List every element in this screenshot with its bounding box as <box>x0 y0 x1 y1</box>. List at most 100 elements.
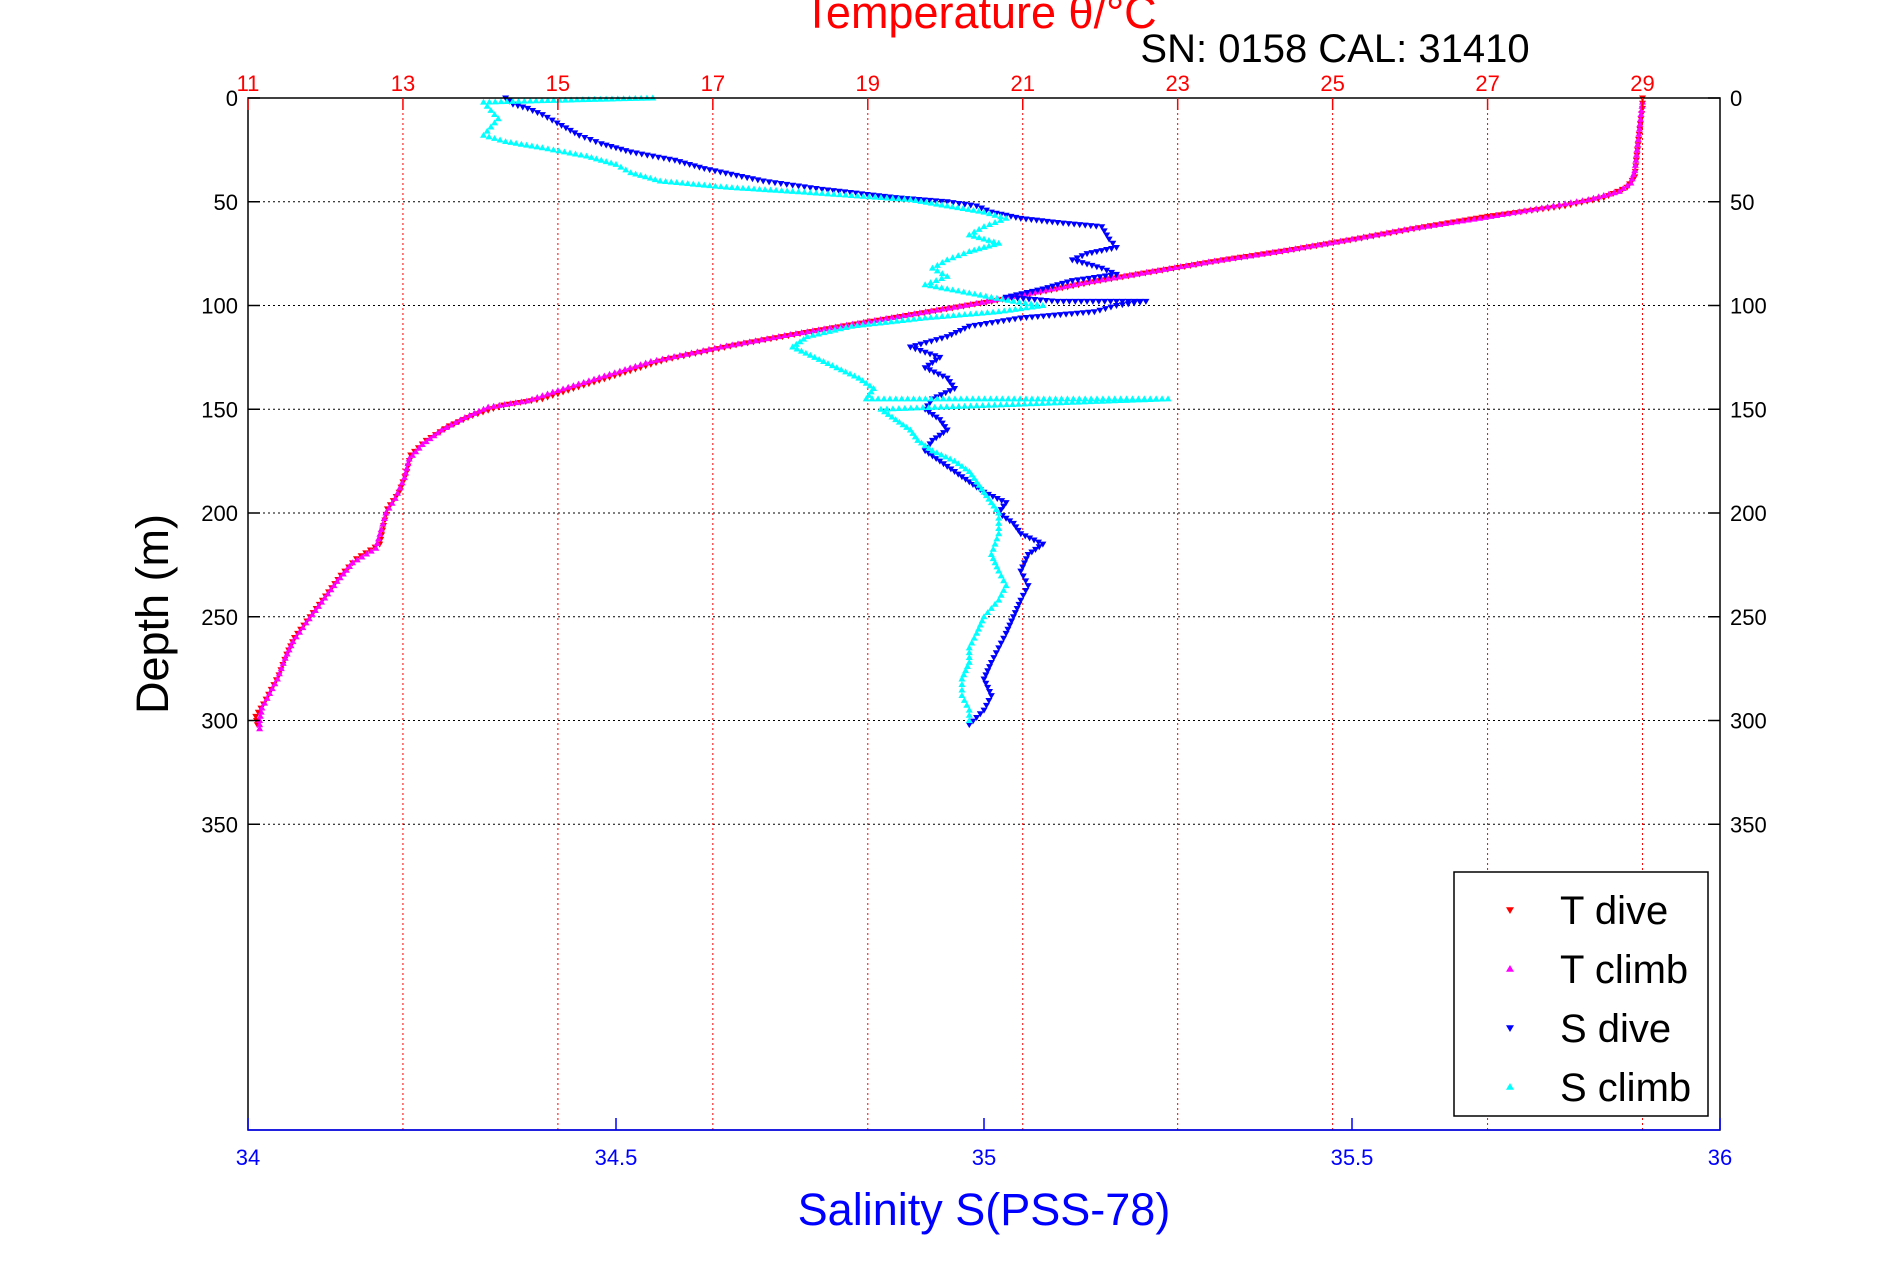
data-point-s-dive <box>1034 287 1042 294</box>
data-point-s-climb <box>995 519 1003 526</box>
data-point-s-climb <box>997 572 1005 579</box>
data-point-t-climb <box>688 349 696 356</box>
data-point-s-dive <box>1039 313 1047 320</box>
data-point-t-climb <box>585 377 593 384</box>
data-point-s-climb <box>796 338 804 345</box>
data-point-s-climb <box>585 96 593 103</box>
data-point-s-climb <box>846 370 854 377</box>
data-point-s-climb <box>1104 397 1112 404</box>
data-point-s-climb <box>607 159 615 166</box>
data-point-s-climb <box>544 145 552 152</box>
data-point-s-climb <box>961 311 969 318</box>
data-point-s-dive <box>1073 255 1081 262</box>
data-point-s-climb <box>853 192 861 199</box>
data-point-t-climb <box>302 619 310 626</box>
data-point-s-dive <box>783 181 791 188</box>
data-point-s-dive <box>990 655 998 662</box>
data-point-t-climb <box>961 301 969 308</box>
data-point-s-dive <box>1118 298 1126 305</box>
data-point-s-climb <box>1074 398 1082 405</box>
data-point-s-dive <box>1083 251 1091 258</box>
data-point-s-climb <box>877 194 885 201</box>
legend-label-s-climb: S climb <box>1560 1066 1691 1110</box>
data-point-t-climb <box>442 424 450 430</box>
data-point-t-climb <box>533 393 541 400</box>
data-point-s-climb <box>925 404 933 410</box>
data-point-t-climb <box>637 361 645 368</box>
data-point-s-dive <box>1021 533 1029 540</box>
data-point-s-dive <box>1090 309 1098 316</box>
data-point-s-climb <box>957 395 965 402</box>
data-point-s-dive <box>571 130 579 137</box>
data-point-t-climb <box>391 494 399 501</box>
data-point-t-climb <box>769 334 777 341</box>
data-point-s-dive <box>938 420 946 427</box>
data-point-t-climb <box>1371 231 1379 238</box>
temperature-tick-label: 17 <box>701 71 725 96</box>
data-point-s-dive <box>738 174 746 180</box>
data-point-t-climb <box>275 670 283 677</box>
data-point-t-climb <box>1567 199 1575 206</box>
data-point-s-climb <box>965 711 973 718</box>
depth-tick-label: 100 <box>201 294 238 319</box>
data-point-s-dive <box>1077 298 1085 305</box>
data-point-s-dive <box>967 202 975 209</box>
data-point-t-climb <box>318 598 326 605</box>
data-point-t-climb <box>658 355 666 362</box>
data-point-s-climb <box>904 395 912 402</box>
data-point-s-dive <box>931 353 939 360</box>
data-point-s-climb <box>939 395 947 402</box>
data-point-t-climb <box>1109 274 1117 281</box>
data-point-s-climb <box>1040 395 1048 402</box>
data-point-t-climb <box>287 642 295 649</box>
data-point-s-dive <box>982 321 990 327</box>
data-point-t-climb <box>1538 204 1546 211</box>
data-point-s-climb <box>583 152 591 159</box>
data-point-s-climb <box>954 204 962 211</box>
data-point-s-climb <box>971 290 979 297</box>
data-point-s-dive <box>906 344 914 351</box>
data-point-s-climb <box>932 277 940 284</box>
data-point-s-climb <box>789 187 797 194</box>
data-point-s-climb <box>825 327 833 334</box>
data-point-s-climb <box>1140 396 1148 403</box>
data-point-t-climb <box>922 308 930 315</box>
data-point-s-climb <box>965 654 973 661</box>
data-point-s-climb <box>945 395 953 402</box>
data-point-s-climb <box>1000 307 1008 314</box>
depth-tick-label: 250 <box>201 605 238 630</box>
data-point-s-climb <box>970 232 978 239</box>
data-point-t-climb <box>757 336 765 343</box>
data-point-t-climb <box>983 297 991 304</box>
data-point-s-dive <box>1009 614 1017 621</box>
data-point-t-climb <box>1193 260 1201 267</box>
data-point-t-climb <box>1544 203 1552 210</box>
data-point-s-climb <box>1128 396 1136 403</box>
data-point-s-climb <box>975 395 983 402</box>
data-point-s-dive <box>1039 541 1047 548</box>
data-point-s-dive <box>818 186 826 193</box>
data-point-t-climb <box>938 305 946 312</box>
data-point-t-climb <box>1632 156 1640 163</box>
data-point-t-climb <box>888 314 896 321</box>
data-point-s-dive <box>1027 217 1035 224</box>
data-point-t-climb <box>299 624 307 631</box>
data-point-s-dive <box>1011 316 1019 323</box>
data-point-s-climb <box>876 319 884 326</box>
data-point-s-climb <box>982 292 990 299</box>
data-point-s-dive <box>992 650 1000 657</box>
data-point-s-dive <box>946 379 954 386</box>
data-point-t-climb <box>809 327 817 334</box>
data-point-s-dive <box>921 365 929 372</box>
data-point-s-dive <box>946 388 954 395</box>
legend-label-t-climb: T climb <box>1560 948 1688 992</box>
data-point-s-dive <box>1112 298 1120 305</box>
data-point-s-climb <box>526 97 534 104</box>
data-point-s-climb <box>1000 577 1008 584</box>
data-point-s-climb <box>914 436 922 443</box>
data-point-t-climb <box>1188 261 1196 268</box>
data-point-s-climb <box>958 462 966 469</box>
data-point-t-climb <box>1240 253 1248 260</box>
data-point-s-climb <box>938 275 946 281</box>
data-point-t-climb <box>927 307 935 314</box>
